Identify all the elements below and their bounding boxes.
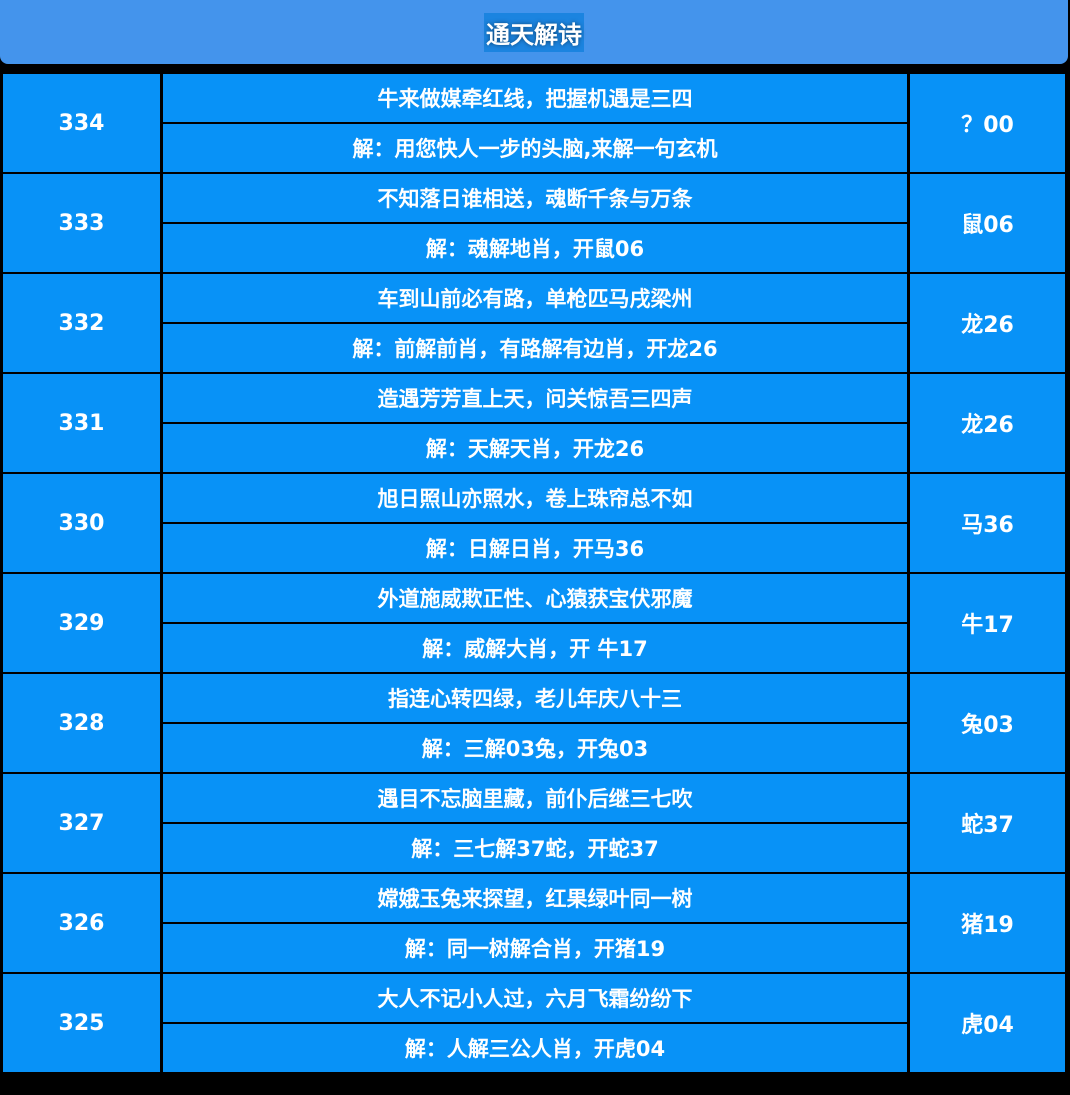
result: ？00 [910,74,1065,172]
table-row-solution: 解：人解三公人肖，开虎04 [3,1024,1065,1072]
poem-text: 遇目不忘脑里藏，前仆后继三七吹 [163,774,907,822]
solution-text: 解：天解天肖，开龙26 [163,424,907,472]
issue-number: 331 [3,374,160,472]
table-row: 327 遇目不忘脑里藏，前仆后继三七吹 蛇37 [3,774,1065,872]
table-row-solution: 解：前解前肖，有路解有边肖，开龙26 [3,324,1065,372]
solution-text: 解：人解三公人肖，开虎04 [163,1024,907,1072]
result: 虎04 [910,974,1065,1072]
result: 马36 [910,474,1065,572]
header: 通天解诗 [0,0,1068,64]
solution-text: 解：威解大肖，开 牛17 [163,624,907,672]
poem-text: 指连心转四绿，老儿年庆八十三 [163,674,907,722]
table-row-solution: 解：威解大肖，开 牛17 [3,624,1065,672]
table-row: 331 造遇芳芳直上天，问关惊吾三四声 龙26 [3,374,1065,472]
issue-number: 329 [3,574,160,672]
poem-text: 车到山前必有路，单枪匹马戌梁州 [163,274,907,322]
result: 牛17 [910,574,1065,672]
table-row: 329 外道施威欺正性、心猿获宝伏邪魔 牛17 [3,574,1065,672]
table-row: 325 大人不记小人过，六月飞霜纷纷下 虎04 [3,974,1065,1072]
table-row: 326 嫦娥玉兔来探望，红果绿叶同一树 猪19 [3,874,1065,972]
result: 猪19 [910,874,1065,972]
page-title: 通天解诗 [484,12,584,52]
table-row-solution: 解：魂解地肖，开鼠06 [3,224,1065,272]
table-row-solution: 解：三七解37蛇，开蛇37 [3,824,1065,872]
poem-table: 334 牛来做媒牵红线，把握机遇是三四 ？00 解：用您快人一步的头脑,来解一句玄机 3… [0,72,1068,1074]
solution-text: 解：日解日肖，开马36 [163,524,907,572]
solution-text: 解：三七解37蛇，开蛇37 [163,824,907,872]
result: 兔03 [910,674,1065,772]
issue-number: 327 [3,774,160,872]
table-row-solution: 解：用您快人一步的头脑,来解一句玄机 [3,124,1065,172]
table-row-solution: 解：天解天肖，开龙26 [3,424,1065,472]
table-row: 332 车到山前必有路，单枪匹马戌梁州 龙26 [3,274,1065,372]
solution-text: 解：前解前肖，有路解有边肖，开龙26 [163,324,907,372]
solution-text: 解：三解03兔，开兔03 [163,724,907,772]
issue-number: 330 [3,474,160,572]
poem-text: 旭日照山亦照水，卷上珠帘总不如 [163,474,907,522]
result: 鼠06 [910,174,1065,272]
solution-text: 解：同一树解合肖，开猪19 [163,924,907,972]
table-row-solution: 解：三解03兔，开兔03 [3,724,1065,772]
poem-text: 牛来做媒牵红线，把握机遇是三四 [163,74,907,122]
table-row-solution: 解：日解日肖，开马36 [3,524,1065,572]
issue-number: 325 [3,974,160,1072]
table-row: 328 指连心转四绿，老儿年庆八十三 兔03 [3,674,1065,772]
table-row-solution: 解：同一树解合肖，开猪19 [3,924,1065,972]
issue-number: 332 [3,274,160,372]
poem-text: 大人不记小人过，六月飞霜纷纷下 [163,974,907,1022]
issue-number: 334 [3,74,160,172]
poem-text: 外道施威欺正性、心猿获宝伏邪魔 [163,574,907,622]
table-row: 334 牛来做媒牵红线，把握机遇是三四 ？00 [3,74,1065,172]
result: 蛇37 [910,774,1065,872]
result: 龙26 [910,374,1065,472]
result: 龙26 [910,274,1065,372]
table-row: 330 旭日照山亦照水，卷上珠帘总不如 马36 [3,474,1065,572]
issue-number: 328 [3,674,160,772]
solution-text: 解：用您快人一步的头脑,来解一句玄机 [163,124,907,172]
issue-number: 326 [3,874,160,972]
poem-text: 嫦娥玉兔来探望，红果绿叶同一树 [163,874,907,922]
poem-text: 不知落日谁相送，魂断千条与万条 [163,174,907,222]
table-row: 333 不知落日谁相送，魂断千条与万条 鼠06 [3,174,1065,272]
issue-number: 333 [3,174,160,272]
solution-text: 解：魂解地肖，开鼠06 [163,224,907,272]
poem-text: 造遇芳芳直上天，问关惊吾三四声 [163,374,907,422]
